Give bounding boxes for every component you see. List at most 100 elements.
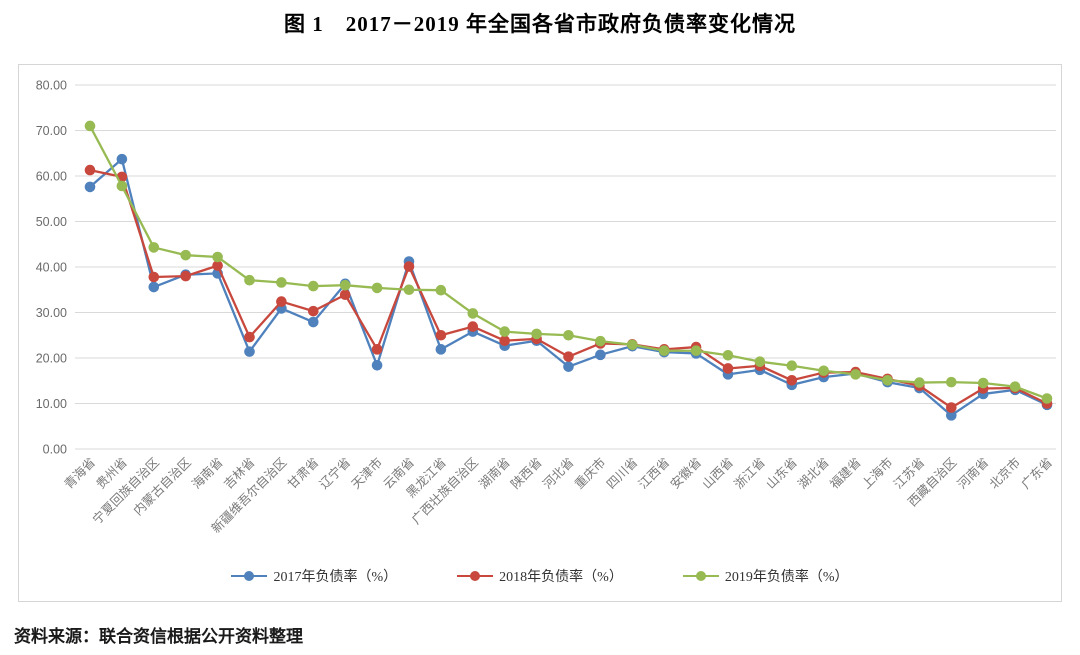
x-tick-label: 北京市 [986, 455, 1023, 492]
data-point-marker [563, 351, 574, 362]
y-tick-label: 30.00 [36, 306, 67, 320]
x-tick-label: 甘肃省 [285, 455, 321, 491]
data-point-marker [499, 326, 511, 337]
data-point-marker [84, 181, 96, 193]
legend-label: 2019年负债率（%） [724, 570, 849, 585]
legend-dot-icon [470, 571, 481, 581]
y-tick-label: 80.00 [36, 79, 67, 93]
series-line [89, 168, 1048, 409]
x-tick-label: 河南省 [954, 455, 991, 492]
data-point-marker [244, 346, 255, 357]
data-point-marker [1009, 381, 1021, 392]
legend-line-marker-icon [457, 571, 494, 581]
legend-item: 2019年负债率（%） [682, 566, 849, 586]
x-tick-label: 青海省 [61, 455, 98, 492]
data-point-marker [371, 344, 383, 355]
x-tick-label: 湖北省 [795, 455, 832, 492]
data-point-marker [308, 305, 319, 317]
chart-legend: 2017年负债率（%） 2018年负债率（%） 2019年负债率（%） [19, 566, 1061, 586]
data-point-marker [339, 289, 351, 301]
source-note: 资料来源：联合资信根据公开资料整理 [14, 627, 303, 646]
x-tick-label: 江西省 [636, 455, 672, 491]
data-point-marker [371, 282, 383, 294]
y-tick-label: 10.00 [36, 397, 67, 411]
data-point-marker [786, 360, 798, 372]
x-tick-label: 陕西省 [508, 455, 545, 492]
x-tick-label: 广东省 [1019, 455, 1055, 491]
data-point-marker [403, 284, 415, 296]
data-point-marker [690, 345, 702, 357]
data-point-marker [403, 261, 415, 272]
data-point-marker [276, 296, 287, 307]
y-tick-label: 50.00 [36, 215, 67, 229]
data-point-marker [946, 410, 957, 421]
y-tick-label: 20.00 [36, 352, 67, 366]
data-point-marker [435, 284, 447, 296]
data-point-marker [658, 345, 670, 357]
data-point-marker [180, 249, 191, 261]
data-point-marker [914, 377, 925, 388]
data-point-marker [116, 153, 128, 165]
data-point-marker [977, 377, 989, 389]
data-point-marker [563, 361, 574, 372]
data-point-marker [84, 164, 96, 176]
legend-dot-icon [244, 571, 255, 581]
legend-dot-icon [695, 571, 706, 581]
data-point-marker [563, 329, 574, 341]
data-point-marker [1041, 393, 1053, 404]
y-tick-label: 70.00 [36, 124, 67, 138]
data-point-marker [850, 369, 861, 380]
x-tick-label: 山西省 [700, 455, 736, 491]
data-point-marker [180, 270, 191, 282]
data-point-marker [84, 120, 96, 132]
legend-line-marker-icon [682, 571, 719, 581]
data-point-marker [531, 328, 542, 340]
series-line [89, 158, 1048, 417]
data-point-marker [499, 335, 511, 347]
x-tick-label: 河北省 [540, 455, 576, 491]
y-tick-label: 40.00 [36, 261, 67, 275]
x-tick-label: 重庆市 [571, 455, 608, 492]
data-point-marker [276, 277, 287, 288]
data-point-marker [371, 359, 383, 371]
x-tick-label: 上海市 [858, 455, 895, 492]
data-point-marker [595, 335, 606, 347]
y-tick-label: 60.00 [36, 170, 67, 184]
data-point-marker [818, 365, 829, 377]
legend-item: 2018年负债率（%） [457, 566, 623, 586]
data-point-marker [212, 251, 223, 263]
data-point-marker [435, 329, 447, 341]
debt-ratio-line-chart: 0.00 10.00 20.00 30.00 40.00 50.00 60.00 70.00 8… [36, 79, 1056, 536]
data-point-marker [627, 339, 638, 351]
x-tick-label: 海南省 [189, 455, 226, 492]
x-tick-label: 四川省 [604, 455, 640, 491]
data-point-marker [467, 321, 479, 332]
data-point-marker [786, 374, 798, 386]
legend-label: 2018年负债率（%） [499, 570, 623, 585]
data-point-marker [148, 242, 160, 253]
data-point-marker [308, 280, 319, 292]
data-point-marker [339, 279, 351, 291]
data-point-marker [946, 376, 957, 388]
legend-line-marker-icon [231, 571, 268, 581]
x-tick-label: 辽宁省 [316, 455, 353, 492]
x-tick-label: 湖南省 [476, 455, 513, 492]
data-point-marker [308, 316, 319, 328]
data-point-marker [212, 260, 223, 271]
x-tick-label: 天津市 [348, 455, 385, 492]
data-point-marker [116, 180, 128, 192]
chart-frame: 0.00 10.00 20.00 30.00 40.00 50.00 60.00 70.00 8… [18, 64, 1062, 602]
figure-title: 图 1 2017－2019 年全国各省市政府负债率变化情况 [284, 12, 796, 36]
data-point-marker [148, 281, 160, 293]
data-point-marker [722, 363, 734, 374]
data-point-marker [722, 349, 734, 361]
x-tick-label: 山东省 [763, 455, 799, 491]
data-point-marker [467, 308, 479, 319]
x-tick-label: 浙江省 [731, 455, 768, 492]
data-point-marker [244, 274, 255, 286]
data-point-marker [244, 331, 255, 343]
x-tick-label: 福建省 [827, 455, 864, 492]
data-point-marker [148, 271, 160, 283]
data-point-marker [946, 402, 957, 413]
